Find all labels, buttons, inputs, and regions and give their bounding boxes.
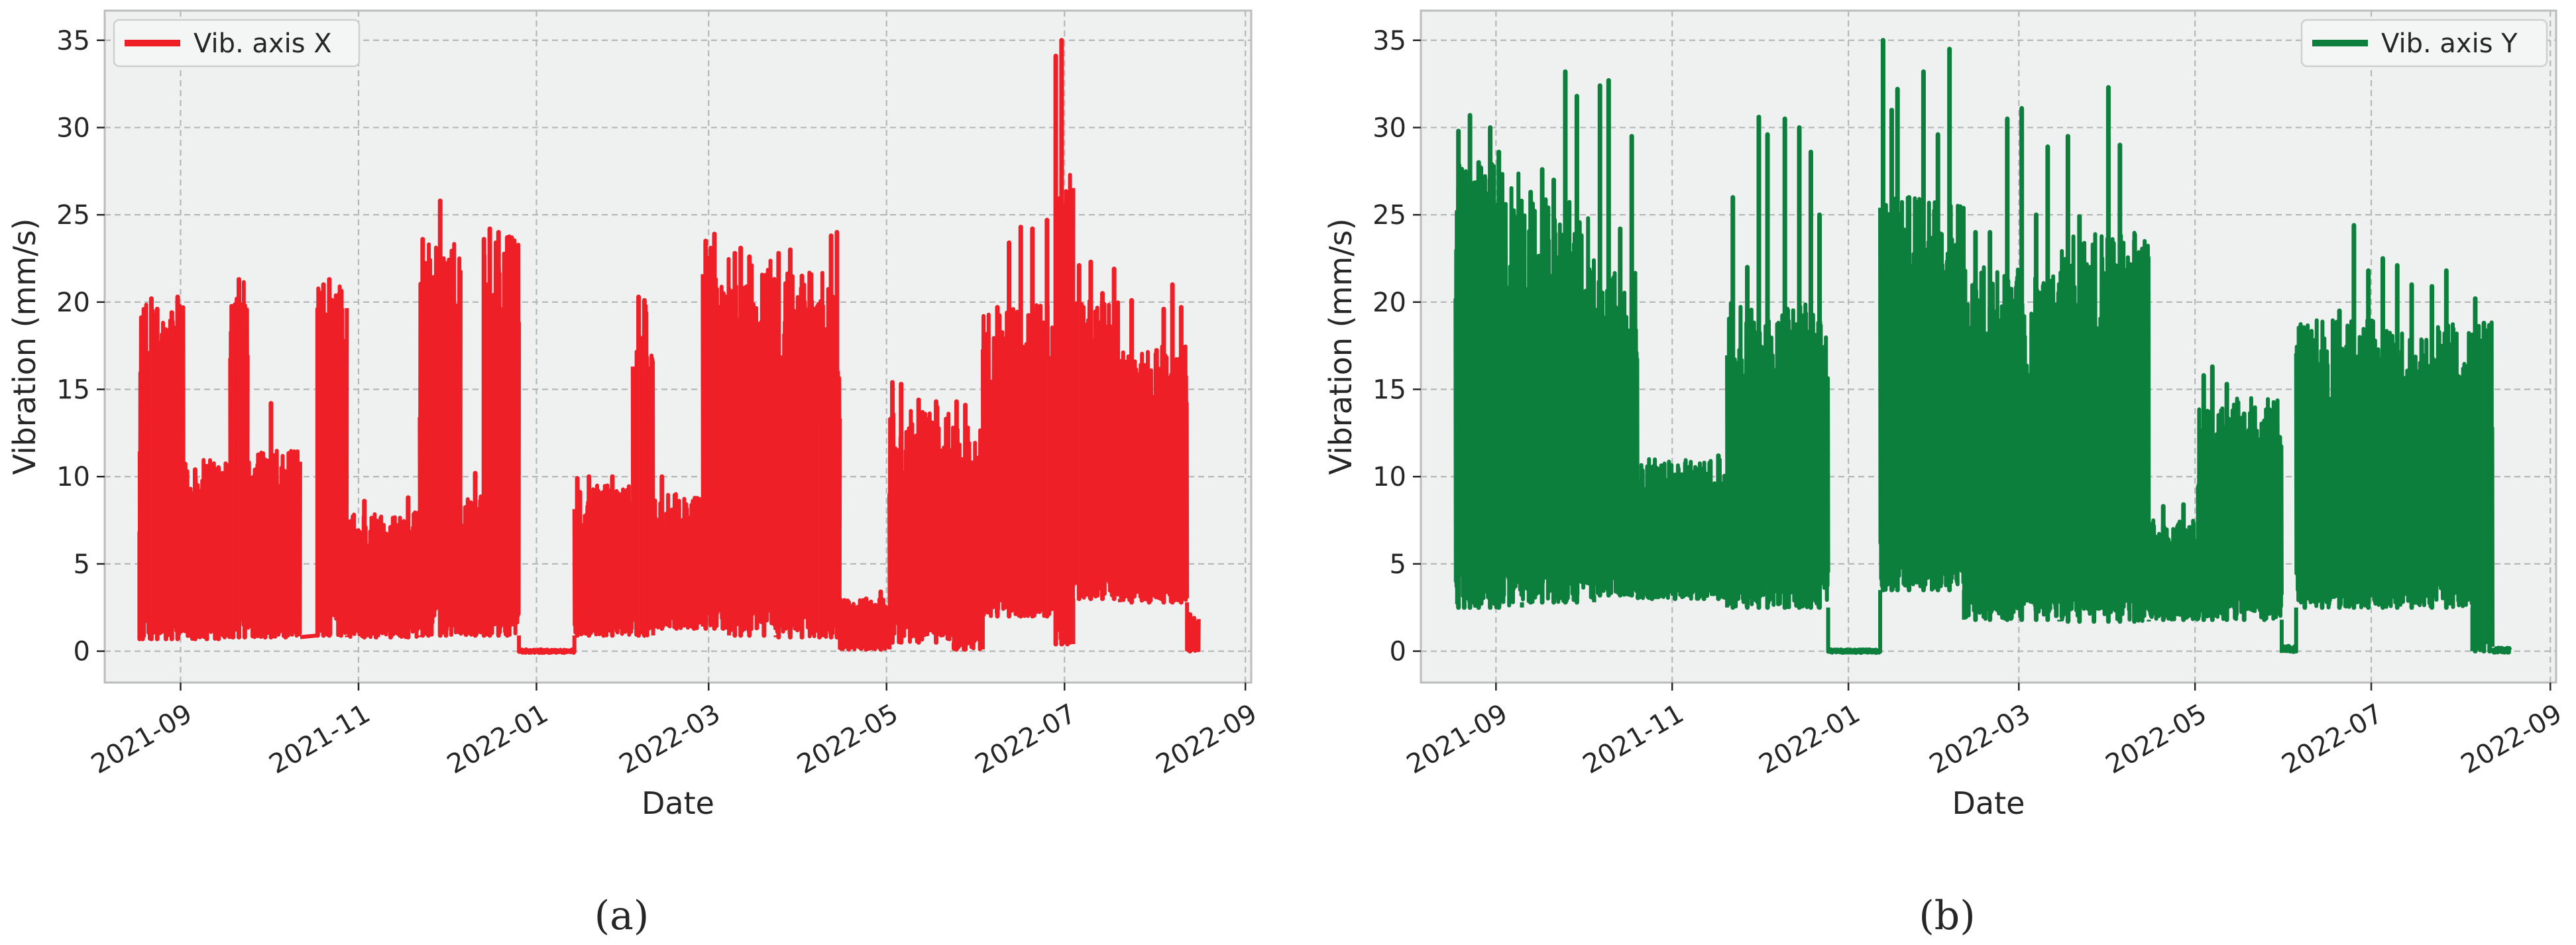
x-tick-label: 2022-07	[2277, 698, 2388, 780]
series-segment	[2147, 518, 2200, 622]
x-ticks-b: 2021-09 2021-11 2022-01 2022-03 2022-05 2022-…	[1402, 683, 2567, 780]
y-tick-label: 10	[1372, 462, 1406, 492]
chart-panel-b: 0 5 10 15 20 25 30 35 2021-09 2021-11 2022-01 2022…	[1323, 9, 2567, 939]
x-tick-label: 2021-11	[264, 698, 376, 780]
x-tick-label: 2022-01	[442, 698, 553, 780]
y-ticks-a: 0 5 10 15 20 25 30 35	[56, 26, 105, 667]
series-segment	[1962, 265, 2062, 622]
y-tick-label: 25	[1372, 200, 1406, 231]
series-segment	[1520, 197, 1596, 604]
y-tick-label: 25	[56, 200, 90, 231]
series-segment	[459, 494, 486, 638]
x-tick-label: 2022-03	[614, 698, 726, 780]
legend-label-b: Vib. axis Y	[2381, 28, 2518, 59]
x-tick-label: 2021-09	[1402, 698, 1513, 780]
y-tick-label: 35	[1372, 26, 1406, 56]
series-lines-a	[137, 38, 1201, 655]
legend-box-b	[2300, 19, 2548, 68]
chart-panel-a: 0 5 10 15 20 25 30 35 2021-09 2021-11 2022-01 2022…	[7, 9, 1262, 939]
x-ticks-a: 2021-09 2021-11 2022-01 2022-03 2022-05 2022-…	[86, 683, 1262, 780]
legend-a: Vib. axis X	[113, 19, 361, 68]
x-tick-label: 2022-05	[792, 698, 903, 780]
y-tick-label: 15	[1372, 375, 1406, 406]
legend-label-a: Vib. axis X	[194, 28, 332, 59]
series-link	[300, 633, 318, 639]
y-tick-label: 35	[56, 26, 90, 56]
y-tick-label: 0	[1390, 637, 1406, 667]
x-tick-label: 2022-03	[1925, 698, 2036, 780]
y-tick-label: 30	[1372, 113, 1406, 143]
y-tick-label: 5	[74, 549, 90, 580]
axes-frame-a	[103, 9, 1253, 684]
legend-box-a	[113, 19, 361, 68]
y-tick-label: 5	[1390, 549, 1406, 580]
x-axis-label-b: Date	[1952, 785, 2025, 821]
axes-frame-b	[1420, 9, 2557, 684]
series-lines-b	[1453, 38, 2512, 655]
panel-label-a: (a)	[594, 893, 649, 939]
panel-label-b: (b)	[1919, 893, 1975, 939]
series-segment	[517, 647, 577, 655]
y-tick-label: 30	[56, 113, 90, 143]
x-tick-label: 2022-01	[1754, 698, 1866, 780]
x-tick-label: 2022-09	[2456, 698, 2567, 780]
series-segment	[1826, 647, 1882, 655]
x-tick-label: 2021-09	[86, 698, 197, 780]
x-axis-label-a: Date	[642, 785, 714, 821]
x-tick-label: 2022-09	[1151, 698, 1262, 780]
y-tick-label: 20	[56, 288, 90, 318]
legend-b: Vib. axis Y	[2300, 19, 2548, 68]
series-segment	[2279, 643, 2298, 654]
y-tick-label: 15	[56, 375, 90, 406]
x-tick-label: 2021-11	[1578, 698, 1689, 780]
y-tick-label: 0	[74, 637, 90, 667]
y-ticks-b: 0 5 10 15 20 25 30 35	[1372, 26, 1421, 667]
series-segment	[245, 449, 302, 639]
y-tick-label: 20	[1372, 288, 1406, 318]
y-axis-label-a: Vibration (mm/s)	[7, 218, 42, 474]
y-tick-label: 10	[56, 462, 90, 492]
y-axis-label-b: Vibration (mm/s)	[1323, 218, 1359, 474]
x-tick-label: 2022-07	[970, 698, 1082, 780]
series-segment	[1054, 172, 1076, 646]
series-segment	[2491, 645, 2512, 655]
x-tick-label: 2022-05	[2101, 698, 2212, 780]
